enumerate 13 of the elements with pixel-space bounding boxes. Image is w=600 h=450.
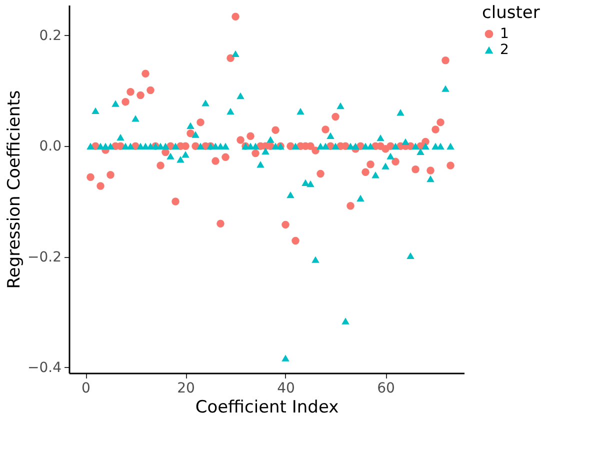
legend-label: 2 bbox=[500, 42, 509, 58]
legend-title: cluster bbox=[482, 3, 540, 23]
x-tick-label: 0 bbox=[82, 380, 90, 396]
x-tick-label: 20 bbox=[177, 380, 195, 396]
y-tick-label: 0.2 bbox=[39, 28, 62, 44]
legend-label: 1 bbox=[500, 26, 509, 42]
y-tick-label: 0.0 bbox=[39, 138, 62, 155]
x-tick-label: 40 bbox=[277, 380, 295, 396]
y-axis-title: Regression Coefficients bbox=[4, 90, 25, 289]
x-axis-title: Coefficient Index bbox=[195, 398, 339, 418]
y-tick-label: −0.4 bbox=[28, 360, 62, 376]
x-tick-label: 60 bbox=[377, 380, 395, 396]
y-tick-label: −0.2 bbox=[28, 249, 62, 266]
